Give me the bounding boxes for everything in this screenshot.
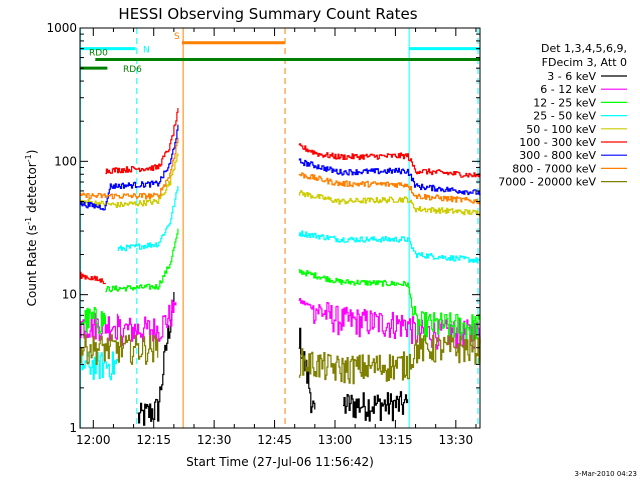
series-line-300-800-kev-1 bbox=[298, 158, 481, 196]
series-line-800-7000-kev-1 bbox=[298, 172, 481, 205]
series-50-100-kev bbox=[80, 153, 480, 217]
chart-title: HESSI Observing Summary Count Rates bbox=[118, 5, 417, 23]
series-line-50-100-kev-0 bbox=[80, 153, 179, 208]
y-tick-label-1000: 1000 bbox=[46, 21, 77, 35]
series-line-3-6-kev-2 bbox=[298, 327, 316, 414]
series-line-12-25-kev-2 bbox=[80, 306, 106, 334]
legend-label-300-800-kev: 300 - 800 keV bbox=[519, 149, 596, 162]
series-12-25-kev bbox=[80, 228, 481, 342]
x-tick-label-1315: 13:15 bbox=[378, 433, 413, 447]
series-line-7000-20000-kev-0 bbox=[80, 334, 159, 365]
y-axis-label-sup1: -1 bbox=[24, 217, 33, 225]
legend-label-100-300-kev: 100 - 300 keV bbox=[519, 136, 596, 149]
flag-bars: N S RD0 RD6 bbox=[80, 32, 480, 75]
legend-header-line2: FDecim 3, Att 0 bbox=[542, 56, 627, 69]
series-25-50-kev bbox=[80, 185, 481, 381]
series-line-12-25-kev-1 bbox=[298, 269, 481, 342]
legend-label-7000-20000-kev: 7000 - 20000 keV bbox=[498, 176, 596, 189]
x-tick-label-1245: 12:45 bbox=[257, 433, 292, 447]
x-tick-label-1300: 13:00 bbox=[318, 433, 353, 447]
series-line-800-7000-kev-0 bbox=[80, 137, 179, 200]
x-tick-label-1330: 13:30 bbox=[439, 433, 474, 447]
series-line-25-50-kev-1 bbox=[298, 230, 481, 263]
series-800-7000-kev bbox=[80, 137, 481, 205]
series-line-25-50-kev-0 bbox=[117, 185, 179, 252]
footer-timestamp: 3-Mar-2010 04:23 bbox=[575, 470, 637, 478]
series-line-25-50-kev-2 bbox=[80, 351, 119, 381]
series-line-6-12-kev-0 bbox=[117, 299, 177, 347]
series-line-100-300-kev-2 bbox=[80, 271, 106, 285]
y-axis: 1 10 100 1000 bbox=[46, 21, 480, 435]
series-7000-20000-kev bbox=[80, 334, 481, 385]
y-axis-label: Count Rate (s-1 detector-1) bbox=[24, 150, 39, 307]
series-300-800-kev bbox=[80, 124, 481, 211]
x-axis: 12:00 12:15 12:30 12:45 13:00 13:15 13:30 bbox=[76, 28, 477, 447]
series-line-3-6-kev-1 bbox=[343, 391, 409, 422]
series-line-50-100-kev-1 bbox=[298, 190, 480, 217]
x-axis-label: Start Time (27-Jul-06 11:56:42) bbox=[186, 455, 374, 469]
series-line-12-25-kev-0 bbox=[105, 228, 179, 293]
series-line-100-300-kev-1 bbox=[298, 143, 481, 178]
legend-label-800-7000-kev: 800 - 7000 keV bbox=[512, 162, 596, 175]
legend-label-12-25-kev: 12 - 25 keV bbox=[533, 96, 596, 109]
legend-label-6-12-kev: 6 - 12 keV bbox=[540, 83, 596, 96]
y-axis-label-main: Count Rate (s bbox=[25, 225, 39, 307]
y-tick-label-10: 10 bbox=[62, 288, 77, 302]
series-line-300-800-kev-0 bbox=[80, 124, 179, 211]
y-axis-label-end: ) bbox=[25, 150, 39, 155]
flag-label-n: N bbox=[143, 46, 150, 56]
y-axis-label-sup2: -1 bbox=[24, 154, 33, 162]
x-tick-label-1215: 12:15 bbox=[136, 433, 171, 447]
legend-label-50-100-kev: 50 - 100 keV bbox=[526, 123, 596, 136]
y-tick-label-100: 100 bbox=[54, 154, 77, 168]
x-tick-label-1230: 12:30 bbox=[197, 433, 232, 447]
legend-label-3-6-kev: 3 - 6 keV bbox=[547, 70, 596, 83]
series-line-100-300-kev-0 bbox=[105, 108, 179, 175]
flag-label-rd0: RD0 bbox=[89, 49, 108, 59]
legend-header-line1: Det 1,3,4,5,6,9, bbox=[541, 42, 627, 55]
series-line-7000-20000-kev-1 bbox=[298, 334, 481, 385]
flag-label-rd6: RD6 bbox=[123, 65, 142, 75]
legend: Det 1,3,4,5,6,9, FDecim 3, Att 0 3 - 6 k… bbox=[498, 42, 627, 189]
series-lines bbox=[80, 108, 481, 426]
y-tick-label-1: 1 bbox=[69, 421, 77, 435]
x-tick-label-1200: 12:00 bbox=[76, 433, 111, 447]
series-100-300-kev bbox=[80, 108, 481, 285]
flag-label-s: S bbox=[174, 32, 180, 42]
y-axis-label-mid: detector bbox=[25, 162, 39, 217]
plot-frame bbox=[79, 27, 481, 429]
legend-label-25-50-kev: 25 - 50 keV bbox=[533, 110, 596, 123]
